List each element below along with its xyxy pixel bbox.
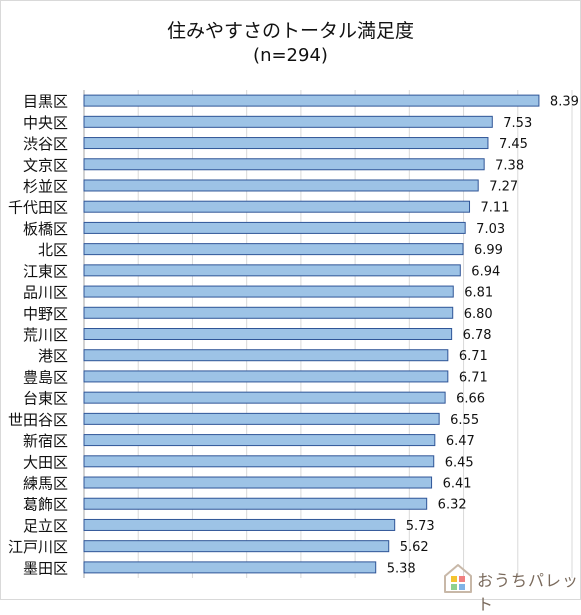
value-label: 7.03 (476, 222, 505, 237)
category-label: 目黒区 (23, 93, 68, 111)
value-label: 7.45 (499, 137, 528, 152)
bar-台東区 (83, 391, 446, 404)
bar-港区 (83, 349, 449, 362)
logo-text: おうちパレット (477, 571, 580, 614)
category-label: 豊島区 (23, 368, 68, 386)
bar-北区 (83, 243, 464, 256)
category-label: 足立区 (23, 517, 68, 535)
bar-品川区 (83, 285, 454, 298)
bar-墨田区 (83, 561, 377, 574)
value-label: 6.47 (446, 434, 475, 449)
category-label: 練馬区 (23, 475, 68, 493)
bar-chart: 目黒区 8.39 中央区 7.53 渋谷区 7.45 文京区 7.38 杉並区 7.27 千代田区 7… (8, 90, 579, 578)
chart-subtitle: (n=294) (253, 45, 328, 66)
category-label: 板橋区 (23, 220, 68, 238)
value-label: 6.32 (438, 498, 467, 513)
category-label: 港区 (38, 347, 68, 365)
value-label: 6.71 (459, 370, 488, 385)
category-label: 大田区 (23, 453, 68, 471)
value-label: 8.39 (550, 95, 579, 110)
category-label: 台東区 (23, 390, 68, 408)
bar-足立区 (83, 518, 396, 531)
value-label: 6.81 (464, 286, 493, 301)
bar-大田区 (83, 455, 435, 468)
category-label: 新宿区 (23, 432, 68, 450)
value-label: 7.27 (489, 179, 518, 194)
category-label: 文京区 (23, 156, 68, 174)
category-label: 品川区 (23, 284, 68, 302)
bar-渋谷区 (83, 137, 489, 150)
category-label: 葛飾区 (23, 496, 68, 514)
bar-世田谷区 (83, 412, 440, 425)
value-label: 6.71 (459, 349, 488, 364)
category-label: 江東区 (23, 262, 68, 280)
value-label: 6.94 (471, 264, 500, 279)
category-label: 江戸川区 (8, 538, 68, 556)
bar-豊島区 (83, 370, 449, 383)
value-label: 6.55 (450, 413, 479, 428)
category-label: 荒川区 (23, 326, 68, 344)
category-label: 杉並区 (23, 177, 68, 195)
value-label: 6.99 (474, 243, 503, 258)
value-label: 5.62 (400, 540, 429, 555)
bar-練馬区 (83, 476, 433, 489)
value-label: 7.53 (503, 116, 532, 131)
bar-葛飾区 (83, 497, 428, 510)
value-label: 5.73 (406, 519, 435, 534)
value-label: 6.66 (456, 392, 485, 407)
value-label: 6.45 (445, 455, 474, 470)
bar-中央区 (83, 115, 493, 128)
bar-新宿区 (83, 434, 436, 447)
value-label: 6.80 (464, 307, 493, 322)
bar-中野区 (83, 306, 454, 319)
bar-千代田区 (83, 200, 471, 213)
bar-荒川区 (83, 328, 453, 340)
bar-文京区 (83, 158, 485, 171)
category-label: 中野区 (23, 305, 68, 323)
category-label: 中央区 (23, 114, 68, 132)
category-label: 世田谷区 (8, 411, 68, 429)
bar-杉並区 (83, 179, 479, 192)
value-label: 7.11 (481, 201, 510, 216)
bar-目黒区 (83, 94, 540, 107)
bar-江東区 (83, 264, 461, 277)
value-label: 5.38 (387, 561, 416, 576)
category-label: 千代田区 (8, 199, 68, 217)
category-label: 北区 (38, 241, 68, 259)
value-label: 7.38 (495, 158, 524, 173)
logo-house-icon (444, 564, 472, 593)
value-label: 6.78 (463, 328, 492, 343)
value-label: 6.41 (443, 477, 472, 492)
chart-title: 住みやすさのトータル満足度 (166, 20, 414, 42)
bar-江戸川区 (83, 540, 390, 553)
category-label: 渋谷区 (23, 135, 68, 153)
category-label: 墨田区 (23, 559, 68, 577)
bar-板橋区 (83, 221, 466, 234)
